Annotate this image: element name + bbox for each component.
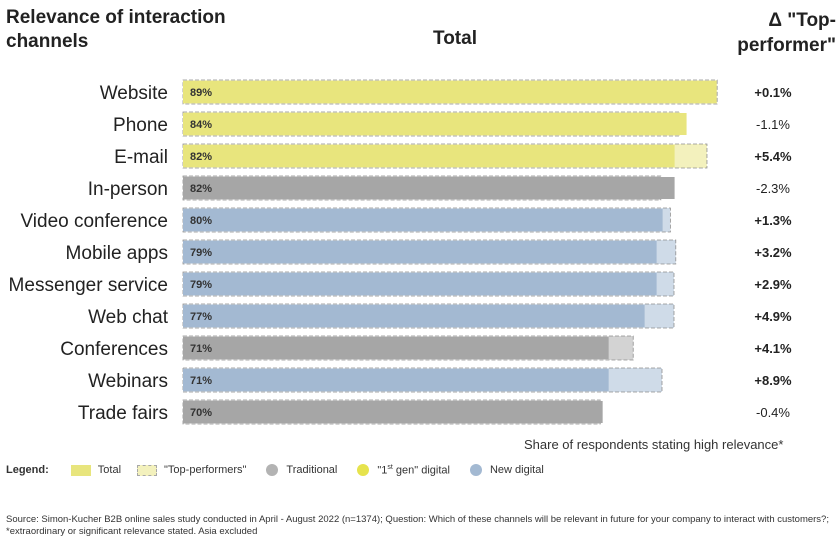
total-bar	[183, 209, 663, 231]
total-bar	[183, 305, 645, 327]
legend-dot-first-gen-digital	[357, 464, 370, 476]
legend-item-total: Total	[70, 464, 122, 476]
category-label: In-person	[88, 179, 168, 200]
total-bar	[183, 337, 609, 359]
category-label: Trade fairs	[78, 403, 168, 424]
total-bar	[183, 369, 609, 391]
chart-title-left: Relevance of interaction channels	[6, 7, 226, 52]
legend-label-traditional: Traditional	[286, 464, 338, 476]
legend-item-traditional: Traditional	[262, 464, 337, 476]
legend-label-top-performers: "Top-performers"	[164, 464, 247, 476]
value-label: 71%	[190, 375, 212, 387]
legend-item-top-performers: "Top-performers"	[137, 464, 246, 476]
chart-title-right: Δ "Top-performer"	[737, 10, 836, 56]
legend-title: Legend:	[6, 464, 49, 476]
value-label: 82%	[190, 151, 212, 163]
bar-chart: Website 89% +0.1% Phone 84% -1.1% E-mail 82% +5.…	[9, 79, 792, 425]
chart-title-center: Total	[433, 28, 477, 49]
delta-label: +3.2%	[754, 245, 792, 260]
total-bar	[183, 273, 657, 295]
legend-label-new-digital: New digital	[489, 464, 544, 476]
legend-dot-new-digital	[469, 464, 482, 476]
delta-label: +0.1%	[754, 85, 792, 100]
legend-swatch-top-performers	[137, 464, 158, 476]
legend-swatch-total	[70, 464, 91, 476]
value-label: 77%	[190, 311, 212, 323]
total-bar	[183, 401, 603, 423]
value-label: 89%	[190, 87, 212, 99]
legend-item-first-gen-digital: "1st gen" digital	[353, 463, 450, 477]
category-label: Messenger service	[9, 275, 168, 296]
value-label: 79%	[190, 247, 212, 259]
category-label: Conferences	[60, 339, 168, 360]
legend-label-first-gen-digital: "1st gen" digital	[377, 463, 450, 477]
legend: Legend: Total "Top-performers" Tradition…	[6, 462, 560, 478]
value-label: 82%	[190, 183, 212, 195]
delta-label: -1.1%	[756, 117, 790, 132]
category-label: Webinars	[88, 371, 168, 392]
delta-label: +4.9%	[754, 309, 792, 324]
delta-label: -0.4%	[756, 405, 790, 420]
delta-label: +8.9%	[754, 373, 792, 388]
source-note: Source: Simon-Kucher B2B online sales st…	[6, 514, 829, 537]
total-bar	[183, 81, 717, 103]
legend-dot-traditional	[266, 464, 279, 476]
category-label: Video conference	[20, 211, 168, 232]
value-label: 80%	[190, 215, 212, 227]
delta-label: +5.4%	[754, 149, 792, 164]
total-bar	[183, 145, 675, 167]
delta-label: +1.3%	[754, 213, 792, 228]
delta-label: -2.3%	[756, 181, 790, 196]
value-label: 70%	[190, 407, 212, 419]
value-label: 84%	[190, 119, 212, 131]
category-label: Website	[100, 83, 168, 104]
value-label: 79%	[190, 279, 212, 291]
category-label: Web chat	[88, 307, 169, 328]
delta-label: +2.9%	[754, 277, 792, 292]
category-label: Mobile apps	[66, 243, 168, 264]
category-label: E-mail	[114, 147, 168, 168]
x-axis-note: Share of respondents stating high releva…	[524, 437, 784, 452]
legend-label-total: Total	[97, 464, 122, 476]
category-label: Phone	[113, 115, 168, 136]
total-bar	[183, 241, 657, 263]
value-label: 71%	[190, 343, 212, 355]
delta-label: +4.1%	[754, 341, 792, 356]
legend-item-new-digital: New digital	[466, 464, 544, 476]
total-bar	[183, 177, 675, 199]
total-bar	[183, 113, 687, 135]
